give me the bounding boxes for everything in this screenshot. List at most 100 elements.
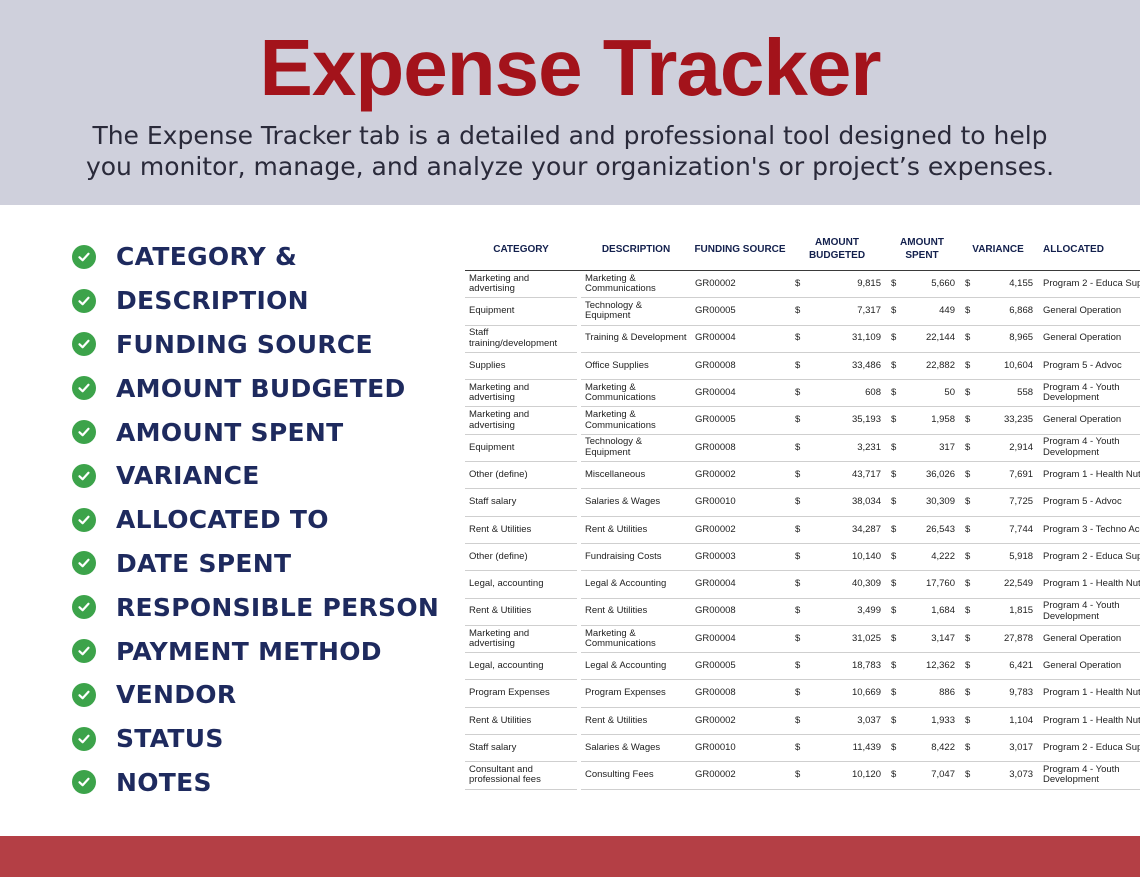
cell-allocated: General Operation: [1037, 407, 1140, 435]
cell-currency: $: [885, 544, 899, 572]
cell-allocated: Program 2 - Educa Support: [1037, 735, 1140, 763]
cell-spacer: [577, 353, 581, 381]
cell-allocated: General Operation: [1037, 298, 1140, 326]
cell-currency: $: [789, 517, 805, 544]
cell-funding-source: GR00002: [691, 271, 789, 299]
cell-currency: $: [959, 680, 973, 708]
cell-allocated: General Operation: [1037, 326, 1140, 353]
cell-currency: $: [789, 489, 805, 517]
check-circle-icon: [72, 463, 96, 488]
cell-amount-spent: 36,026: [899, 462, 959, 490]
cell-amount-budgeted: 18,783: [805, 653, 885, 681]
cell-category: Marketing and advertising: [465, 626, 577, 654]
cell-currency: $: [959, 517, 973, 544]
feature-label: PAYMENT METHOD: [116, 636, 382, 666]
column-header-funding-source: FUNDING SOURCE: [691, 228, 789, 271]
cell-allocated: Program 1 - Health Nutrition: [1037, 462, 1140, 490]
cell-currency: $: [789, 735, 805, 763]
cell-currency: $: [789, 626, 805, 654]
column-header-description: DESCRIPTION: [581, 228, 691, 271]
cell-allocated: Program 5 - Advoc: [1037, 353, 1140, 381]
check-circle-icon: [72, 507, 96, 532]
cell-funding-source: GR00002: [691, 517, 789, 544]
expense-table-preview: CATEGORY DESCRIPTION FUNDING SOURCE AMOU…: [465, 228, 1140, 794]
check-circle-icon: [72, 639, 96, 664]
cell-variance: 7,744: [973, 517, 1038, 544]
header-banner: Expense Tracker The Expense Tracker tab …: [0, 0, 1140, 205]
feature-label: AMOUNT SPENT: [116, 417, 344, 447]
cell-variance: 5,918: [973, 544, 1038, 572]
table-row: Marketing and advertising Marketing & Com…: [465, 407, 1140, 435]
table-row: Other (define) Fundraising Costs GR00003 $1…: [465, 544, 1140, 572]
expense-table: CATEGORY DESCRIPTION FUNDING SOURCE AMOU…: [465, 228, 1140, 790]
cell-description: Marketing & Communications: [581, 626, 691, 654]
cell-variance: 2,914: [973, 435, 1038, 463]
table-row: Marketing and advertising Marketing & Com…: [465, 380, 1140, 408]
cell-variance: 6,421: [973, 653, 1038, 681]
cell-currency: $: [885, 489, 899, 517]
cell-currency: $: [789, 708, 805, 736]
feature-item: ALLOCATED TO: [72, 498, 432, 542]
cell-amount-budgeted: 10,120: [805, 762, 885, 790]
cell-amount-spent: 5,660: [899, 271, 959, 299]
table-row: Supplies Office Supplies GR00008 $33,486 $22…: [465, 353, 1140, 381]
cell-amount-spent: 317: [899, 435, 959, 463]
cell-amount-spent: 1,958: [899, 407, 959, 435]
table-row: Legal, accounting Legal & Accounting GR000…: [465, 653, 1140, 681]
table-header-row: CATEGORY DESCRIPTION FUNDING SOURCE AMOU…: [465, 228, 1140, 271]
cell-amount-budgeted: 7,317: [805, 298, 885, 326]
cell-amount-spent: 449: [899, 298, 959, 326]
cell-variance: 3,073: [973, 762, 1038, 790]
cell-funding-source: GR00008: [691, 599, 789, 626]
cell-variance: 7,691: [973, 462, 1038, 490]
cell-currency: $: [959, 326, 973, 353]
cell-description: Technology & Equipment: [581, 435, 691, 463]
cell-variance: 22,549: [973, 571, 1038, 599]
cell-variance: 6,868: [973, 298, 1038, 326]
feature-item: CATEGORY &: [72, 235, 432, 279]
cell-category: Supplies: [465, 353, 577, 381]
cell-category: Staff salary: [465, 735, 577, 763]
cell-currency: $: [885, 353, 899, 381]
cell-funding-source: GR00008: [691, 680, 789, 708]
cell-category: Marketing and advertising: [465, 271, 577, 299]
cell-funding-source: GR00003: [691, 544, 789, 572]
cell-currency: $: [885, 762, 899, 790]
column-header-variance: VARIANCE: [959, 228, 1038, 271]
column-header-allocated: ALLOCATED: [1037, 228, 1140, 271]
cell-amount-budgeted: 31,025: [805, 626, 885, 654]
feature-label: VENDOR: [116, 680, 237, 710]
cell-currency: $: [959, 353, 973, 381]
cell-funding-source: GR00004: [691, 571, 789, 599]
cell-category: Marketing and advertising: [465, 407, 577, 435]
cell-description: Salaries & Wages: [581, 735, 691, 763]
table-row: Other (define) Miscellaneous GR00002 $43,71…: [465, 462, 1140, 490]
check-circle-icon: [72, 332, 96, 357]
feature-label: CATEGORY &: [116, 242, 298, 272]
cell-category: Program Expenses: [465, 680, 577, 708]
cell-currency: $: [789, 462, 805, 490]
feature-item: FUNDING SOURCE: [72, 323, 432, 367]
table-row: Rent & Utilities Rent & Utilities GR00008 $…: [465, 599, 1140, 626]
cell-description: Marketing & Communications: [581, 380, 691, 408]
cell-description: Training & Development: [581, 326, 691, 353]
cell-funding-source: GR00002: [691, 708, 789, 736]
feature-item: PAYMENT METHOD: [72, 629, 432, 673]
cell-currency: $: [959, 544, 973, 572]
cell-spacer: [577, 462, 581, 490]
cell-description: Rent & Utilities: [581, 708, 691, 736]
check-circle-icon: [72, 420, 96, 445]
cell-amount-spent: 22,144: [899, 326, 959, 353]
cell-category: Rent & Utilities: [465, 517, 577, 544]
cell-currency: $: [885, 435, 899, 463]
cell-description: Salaries & Wages: [581, 489, 691, 517]
cell-amount-spent: 7,047: [899, 762, 959, 790]
cell-funding-source: GR00004: [691, 380, 789, 408]
cell-amount-spent: 1,933: [899, 708, 959, 736]
cell-currency: $: [789, 298, 805, 326]
feature-item: STATUS: [72, 717, 432, 761]
cell-amount-budgeted: 31,109: [805, 326, 885, 353]
feature-label: NOTES: [116, 767, 212, 797]
cell-description: Legal & Accounting: [581, 653, 691, 681]
feature-item: VARIANCE: [72, 454, 432, 498]
